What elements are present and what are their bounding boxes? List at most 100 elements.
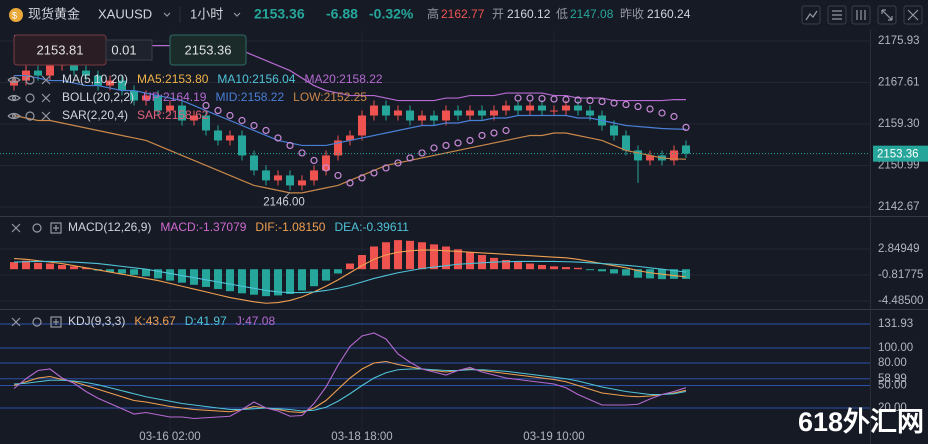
- candle-body: [346, 135, 354, 141]
- legend-entry: MACD:-1.37079: [160, 220, 246, 234]
- candle-body: [586, 110, 594, 116]
- close-icon: [41, 75, 51, 85]
- x-tick-label: 03-18 18:00: [331, 431, 392, 443]
- candle-body: [610, 125, 618, 136]
- candle-body: [526, 105, 534, 111]
- candle-body: [502, 105, 510, 111]
- macd-bar: [202, 269, 210, 287]
- macd-bar: [58, 264, 66, 270]
- symbol-icon: [9, 8, 23, 22]
- candle-body: [454, 110, 462, 116]
- low-pointer: [283, 192, 291, 199]
- macd-bar: [526, 263, 534, 270]
- macd-bar: [322, 269, 330, 281]
- candle-body: [370, 105, 378, 116]
- lot-input[interactable]: [105, 39, 153, 61]
- sar-dot: [382, 164, 390, 172]
- eye-icon: [7, 94, 21, 102]
- sar-dot: [622, 100, 630, 109]
- y-tick-label: -4.48500: [878, 295, 923, 307]
- interval[interactable]: 1小时: [190, 6, 223, 21]
- tool-button[interactable]: [903, 5, 923, 25]
- eye-icon: [7, 112, 21, 120]
- legend-entry: MA(5,10,20): [62, 72, 128, 86]
- candle-body: [250, 155, 258, 171]
- macd-bar: [10, 262, 18, 270]
- candle-body: [538, 105, 546, 111]
- candle-body: [298, 180, 306, 186]
- macd-bar: [298, 269, 306, 291]
- order-panel: 2153.81 0.01 2153.36: [13, 34, 247, 66]
- change: -6.88: [326, 6, 358, 22]
- y-tick-label: 2167.61: [878, 77, 920, 89]
- sar-dot: [262, 126, 270, 135]
- candle-body: [226, 135, 234, 141]
- legend-entry: UP:2164.19: [143, 90, 207, 104]
- legend-entry: SAR(2,20,4): [62, 108, 128, 122]
- watermark: 618外汇网: [798, 407, 924, 437]
- macd-bar: [514, 262, 522, 270]
- candle-body: [274, 175, 282, 181]
- buy-button[interactable]: [169, 34, 247, 66]
- y-tick-label: 2175.93: [878, 35, 920, 47]
- macd-bar: [586, 269, 594, 271]
- macd-bar: [142, 269, 150, 277]
- sar-dot: [286, 141, 294, 150]
- expand-icon: [50, 222, 62, 234]
- buy-price[interactable]: 2153.36: [185, 42, 232, 57]
- tool-icon: [856, 10, 866, 20]
- macd-bar: [250, 269, 258, 295]
- candle-body: [130, 90, 138, 101]
- sar-dot: [430, 144, 438, 152]
- x-tick-label: 03-16 02:00: [139, 431, 200, 443]
- sar-dot: [586, 96, 594, 105]
- sar-dot: [214, 106, 222, 115]
- macd-bar: [682, 269, 690, 279]
- macd-bar: [106, 269, 114, 273]
- symbol-code[interactable]: XAUUSD: [98, 6, 152, 21]
- y-tick-label: 2150.99: [878, 160, 920, 172]
- low-label: 低: [556, 7, 568, 21]
- macd-bar: [22, 260, 30, 270]
- macd-bar: [226, 269, 234, 292]
- header: $ 现货黄金 XAUUSD 1小时 2153.36 -6.88 -0.32% 高…: [0, 0, 928, 30]
- candle-body: [358, 115, 366, 136]
- gear-icon: [32, 223, 42, 233]
- dropdown-caret[interactable]: [233, 12, 241, 17]
- tool-button[interactable]: [877, 5, 897, 25]
- sar-dot: [406, 154, 414, 162]
- y-tick-label: 2159.30: [878, 118, 920, 130]
- tool-button[interactable]: [801, 5, 821, 25]
- candle-body: [646, 155, 654, 161]
- tool-icon: [832, 10, 842, 20]
- legend-entry: MID:2158.22: [215, 90, 284, 104]
- candle-body: [106, 80, 114, 86]
- sar-dot: [346, 179, 354, 187]
- sell-price[interactable]: 2153.81: [37, 42, 84, 57]
- sar-dot: [478, 131, 486, 140]
- dropdown-caret[interactable]: [163, 12, 171, 17]
- macd-bar: [418, 242, 426, 270]
- legend-entry: BOLL(20,2,2): [62, 90, 134, 104]
- legend-entry: LOW:2152.25: [293, 90, 367, 104]
- y-tick-label: 2.84949: [878, 243, 920, 255]
- macd-bar: [310, 269, 318, 287]
- sar-dot: [274, 134, 282, 142]
- sar-dot: [658, 109, 666, 117]
- candle-body: [178, 105, 186, 121]
- tool-button[interactable]: [851, 5, 871, 25]
- sar-dot: [226, 111, 234, 120]
- y-tick-label: -0.81775: [878, 269, 923, 281]
- candle-body: [238, 135, 246, 156]
- symbol-name[interactable]: 现货黄金: [28, 6, 80, 21]
- tool-button[interactable]: [827, 5, 847, 25]
- legend-entry: D:41.97: [185, 314, 227, 328]
- y-tick-label: 20.00: [878, 402, 907, 414]
- lot[interactable]: 0.01: [111, 42, 136, 57]
- legend-entry: K:43.67: [134, 314, 176, 328]
- last-price-label: 2153.36: [877, 149, 919, 161]
- prev-close: 2160.24: [647, 7, 691, 21]
- candle-body: [142, 95, 150, 101]
- macd-bar: [634, 269, 642, 278]
- eye-icon: [11, 77, 17, 83]
